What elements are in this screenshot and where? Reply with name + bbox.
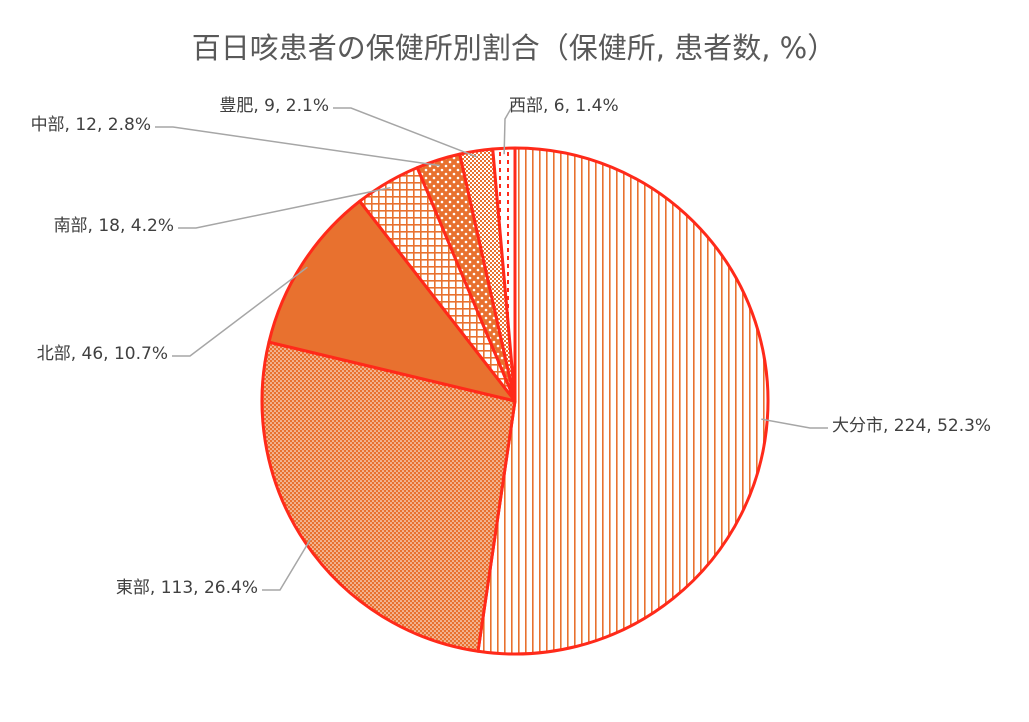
leader-line-3 xyxy=(172,266,308,357)
data-label-4: 南部, 18, 4.2% xyxy=(54,216,174,236)
data-labels: 大分市, 224, 52.3% 東部, 113, 26.4% 北部, 46, 10.… xyxy=(31,96,992,598)
data-label-5: 中部, 12, 2.8% xyxy=(31,115,151,135)
leader-line-1 xyxy=(761,418,828,429)
data-label-3: 北部, 46, 10.7% xyxy=(37,344,168,364)
chart-title: 百日咳患者の保健所別割合（保健所, 患者数, %） xyxy=(192,31,836,65)
leader-line-6 xyxy=(333,107,478,158)
data-label-1: 大分市, 224, 52.3% xyxy=(832,416,991,436)
data-label-6: 豊肥, 9, 2.1% xyxy=(219,96,329,116)
data-label-7: 西部, 6, 1.4% xyxy=(509,96,619,116)
pie-slice-1 xyxy=(476,146,770,656)
pie-slice-3 xyxy=(267,199,517,403)
leader-line-4 xyxy=(178,186,391,229)
pie-slice-2 xyxy=(260,340,517,653)
data-label-2: 東部, 113, 26.4% xyxy=(116,578,258,598)
leader-line-7 xyxy=(503,104,514,155)
leader-line-5 xyxy=(155,126,441,167)
leader-line-2 xyxy=(262,538,312,591)
leader-lines xyxy=(155,104,828,591)
pie-slices xyxy=(260,146,770,656)
